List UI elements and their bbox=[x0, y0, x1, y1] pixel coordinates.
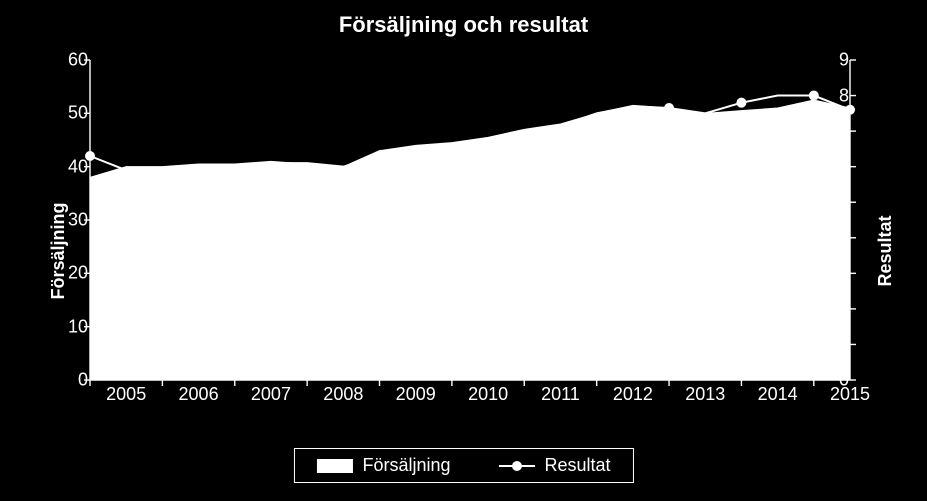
legend-swatch-icon bbox=[316, 459, 352, 473]
chart-container: Försäljning och resultat Försäljning Res… bbox=[0, 0, 927, 501]
legend-item-area: Försäljning bbox=[316, 455, 450, 476]
legend: Försäljning Resultat bbox=[293, 448, 633, 483]
legend-label-area: Försäljning bbox=[362, 455, 450, 476]
legend-item-line: Resultat bbox=[499, 455, 611, 476]
x-axis-ticks: 2005200620072008200920102011201220132014… bbox=[90, 384, 850, 414]
chart-title: Försäljning och resultat bbox=[0, 12, 927, 38]
legend-line-icon bbox=[499, 459, 535, 473]
y-left-ticks: 0102030405060 bbox=[48, 60, 88, 380]
plot-area bbox=[90, 60, 850, 380]
legend-label-line: Resultat bbox=[545, 455, 611, 476]
plot-svg bbox=[90, 60, 850, 380]
